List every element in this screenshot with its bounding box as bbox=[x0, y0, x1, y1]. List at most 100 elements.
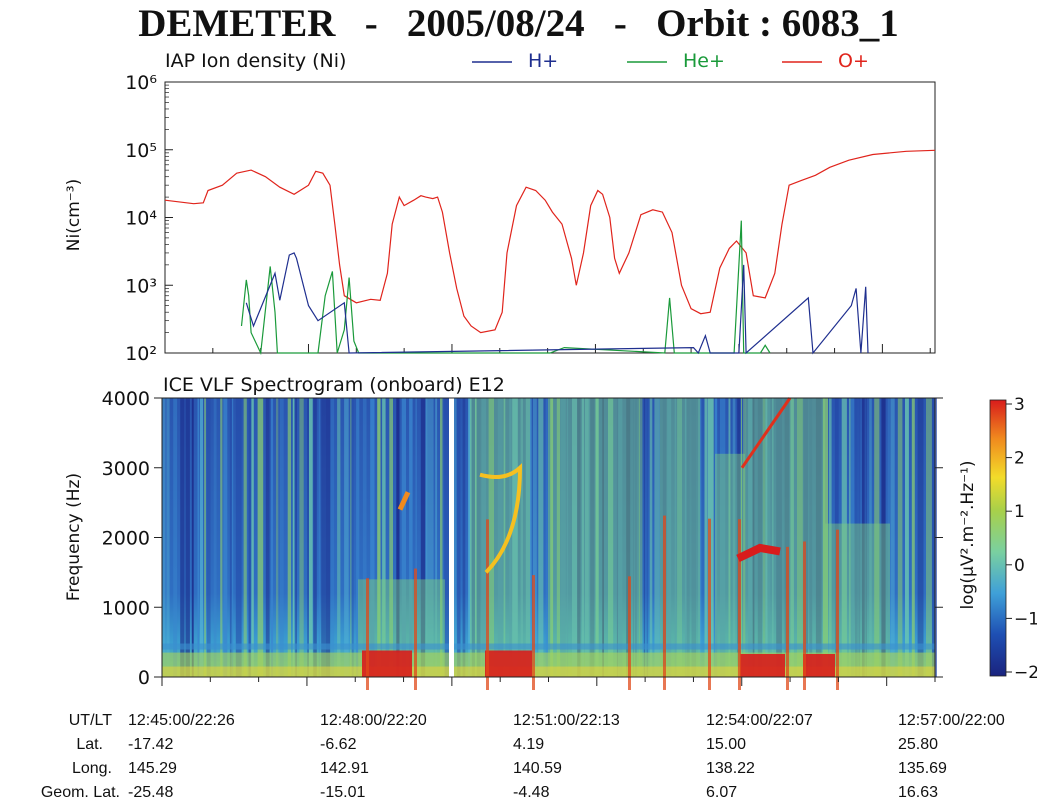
spec-stripe bbox=[741, 398, 742, 677]
spec-stripe bbox=[589, 398, 591, 677]
spec-stripe bbox=[757, 398, 763, 677]
spec-stripe bbox=[654, 398, 660, 677]
spec-stripe bbox=[220, 398, 223, 677]
spec-stripe bbox=[581, 398, 584, 677]
spec-stripe bbox=[287, 398, 291, 677]
spec-ytick-label: 1000 bbox=[102, 597, 150, 619]
spec-stripe bbox=[520, 398, 523, 677]
spec-broadband-region bbox=[825, 523, 890, 677]
spec-intense-block bbox=[362, 650, 412, 677]
spec-stripe bbox=[377, 398, 381, 677]
spec-burst bbox=[397, 491, 411, 511]
spec-emission-band bbox=[736, 543, 781, 563]
spec-stripe bbox=[667, 398, 672, 677]
spec-stripe bbox=[440, 398, 443, 677]
spec-stripe bbox=[223, 398, 228, 677]
spec-intense-block bbox=[485, 650, 532, 677]
info-row-label: UT/LT bbox=[68, 712, 112, 729]
spec-stripe bbox=[638, 398, 643, 677]
info-cell-lat: 15.00 bbox=[706, 736, 747, 753]
spec-stripe bbox=[166, 398, 170, 677]
spec-panel-label: ICE VLF Spectrogram (onboard) E12 bbox=[163, 374, 505, 396]
spec-intense-block bbox=[803, 653, 835, 677]
spec-stripe bbox=[525, 398, 532, 677]
spec-data-gap bbox=[449, 398, 454, 677]
spec-red-spike bbox=[663, 515, 666, 690]
spec-ytick-label: 3000 bbox=[102, 458, 150, 480]
spec-stripe bbox=[797, 398, 803, 677]
info-cell-lat: 25.80 bbox=[898, 736, 939, 753]
spec-stripe bbox=[257, 398, 264, 677]
spec-red-spike bbox=[803, 541, 806, 690]
spec-stripe bbox=[475, 398, 477, 677]
spec-stripe bbox=[444, 398, 450, 677]
spec-stripe bbox=[350, 398, 352, 677]
spec-stripe bbox=[803, 398, 808, 677]
ion-ytick-label: 10⁵ bbox=[125, 140, 157, 162]
info-cell-time: 12:51:00/22:13 bbox=[513, 712, 620, 729]
spec-stripe bbox=[862, 398, 865, 677]
spec-stripe bbox=[577, 398, 581, 677]
spec-ytick-label: 4000 bbox=[102, 390, 150, 410]
spec-stripe bbox=[752, 398, 755, 677]
spec-stripe bbox=[566, 398, 569, 677]
spec-stripe bbox=[635, 398, 637, 677]
spec-stripe bbox=[545, 398, 550, 677]
spec-stripe bbox=[649, 398, 653, 677]
spec-stripe bbox=[173, 398, 178, 677]
spec-stripe bbox=[425, 398, 428, 677]
spec-stripe bbox=[409, 398, 413, 677]
spec-stripe bbox=[279, 398, 284, 677]
spec-stripe bbox=[618, 398, 623, 677]
spec-stripe bbox=[427, 398, 434, 677]
spec-stripe bbox=[185, 398, 190, 677]
spec-stripe bbox=[299, 398, 304, 677]
spec-stripe bbox=[911, 398, 915, 677]
info-cell-long: 135.69 bbox=[898, 760, 947, 777]
spec-stripe bbox=[206, 398, 211, 677]
info-row-label: Lat. bbox=[76, 736, 103, 753]
info-cell-lat: -17.42 bbox=[128, 736, 174, 753]
colorbar-tick-label: −2 bbox=[1014, 663, 1037, 683]
spec-stripe bbox=[356, 398, 360, 677]
spec-stripe bbox=[162, 398, 166, 677]
spec-stripe bbox=[497, 398, 503, 677]
spec-stripe bbox=[691, 398, 697, 677]
spec-stripe bbox=[229, 398, 232, 677]
spec-stripe bbox=[309, 398, 313, 677]
spec-broadband-region bbox=[745, 398, 825, 677]
spec-stripe bbox=[292, 398, 295, 677]
spec-stripe bbox=[762, 398, 766, 677]
spec-stripe bbox=[684, 398, 687, 677]
spectrogram-chart: 0 1000 2000 3000 4000 3 2 1 0 −1 −2 bbox=[102, 390, 1037, 690]
spec-stripe bbox=[462, 398, 466, 677]
spec-stripe bbox=[905, 398, 909, 677]
spec-broadband-region bbox=[470, 398, 530, 677]
spec-stripe bbox=[533, 398, 537, 677]
spec-stripe bbox=[602, 398, 604, 677]
spec-stripe bbox=[370, 398, 375, 677]
spec-stripe bbox=[854, 398, 858, 677]
spec-red-spike bbox=[708, 518, 711, 690]
spec-stripe bbox=[307, 398, 309, 677]
spec-stripe bbox=[471, 398, 475, 677]
spec-stripe bbox=[213, 398, 217, 677]
spec-stripe bbox=[841, 398, 847, 677]
info-cell-time: 12:45:00/22:26 bbox=[128, 712, 235, 729]
legend-line-h bbox=[472, 61, 512, 63]
spec-stripe bbox=[550, 398, 554, 677]
spec-stripe bbox=[197, 398, 200, 677]
spec-hiss-line bbox=[162, 643, 935, 650]
spec-stripe bbox=[468, 398, 472, 677]
spec-red-spike bbox=[366, 578, 369, 690]
spec-stripe bbox=[698, 398, 702, 677]
spec-stripe bbox=[191, 398, 194, 677]
spec-stripe bbox=[321, 398, 327, 677]
spec-stripe bbox=[556, 398, 560, 677]
spec-stripe bbox=[590, 398, 595, 677]
spec-red-spike bbox=[738, 519, 741, 690]
ion-ytick-label: 10³ bbox=[125, 275, 157, 297]
spec-stripe bbox=[643, 398, 646, 677]
spec-stripe bbox=[608, 398, 614, 677]
info-row-label: Long. bbox=[71, 760, 112, 777]
